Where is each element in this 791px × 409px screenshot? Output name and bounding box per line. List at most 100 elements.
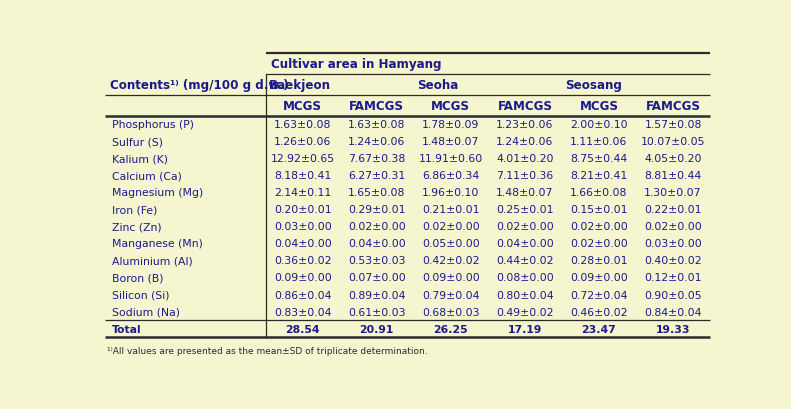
Text: Sodium (Na): Sodium (Na) [112,307,180,317]
Text: MCGS: MCGS [580,99,619,112]
Text: Manganese (Mn): Manganese (Mn) [112,239,203,249]
Text: 0.15±0.01: 0.15±0.01 [570,205,628,215]
Text: 0.22±0.01: 0.22±0.01 [645,205,702,215]
Text: 0.72±0.04: 0.72±0.04 [570,290,628,300]
Text: 0.02±0.00: 0.02±0.00 [570,239,628,249]
Text: Boron (B): Boron (B) [112,273,164,283]
Text: 0.02±0.00: 0.02±0.00 [348,222,406,232]
Text: 17.19: 17.19 [508,324,542,334]
Text: Phosphorus (P): Phosphorus (P) [112,120,195,130]
Text: FAMCGS: FAMCGS [498,99,552,112]
Text: 1.65±0.08: 1.65±0.08 [348,188,406,198]
Text: 0.12±0.01: 0.12±0.01 [645,273,702,283]
Text: 8.81±0.44: 8.81±0.44 [645,171,702,181]
Text: ¹⁾All values are presented as the mean±SD of triplicate determination.: ¹⁾All values are presented as the mean±S… [108,346,428,355]
Text: Kalium (K): Kalium (K) [112,154,168,164]
Text: 0.49±0.02: 0.49±0.02 [496,307,554,317]
Text: 1.96±0.10: 1.96±0.10 [422,188,479,198]
Text: 0.46±0.02: 0.46±0.02 [570,307,628,317]
Text: 0.02±0.00: 0.02±0.00 [422,222,479,232]
Text: 0.20±0.01: 0.20±0.01 [274,205,331,215]
Text: Seoha: Seoha [417,79,458,92]
Text: 7.67±0.38: 7.67±0.38 [348,154,405,164]
Text: 0.03±0.00: 0.03±0.00 [644,239,702,249]
Text: Seosang: Seosang [565,79,622,92]
Text: Cultivar area in Hamyang: Cultivar area in Hamyang [271,58,441,71]
Text: 1.63±0.08: 1.63±0.08 [274,120,331,130]
Text: 1.48±0.07: 1.48±0.07 [496,188,554,198]
Text: 0.29±0.01: 0.29±0.01 [348,205,406,215]
Text: 1.66±0.08: 1.66±0.08 [570,188,627,198]
Text: Sulfur (S): Sulfur (S) [112,137,164,147]
Text: 2.00±0.10: 2.00±0.10 [570,120,628,130]
Text: 4.01±0.20: 4.01±0.20 [496,154,554,164]
Text: 0.86±0.04: 0.86±0.04 [274,290,331,300]
Text: 0.89±0.04: 0.89±0.04 [348,290,406,300]
Text: 0.84±0.04: 0.84±0.04 [645,307,702,317]
Text: 6.27±0.31: 6.27±0.31 [348,171,405,181]
Text: 1.30±0.07: 1.30±0.07 [645,188,702,198]
Text: 0.02±0.00: 0.02±0.00 [570,222,628,232]
Text: 0.09±0.00: 0.09±0.00 [570,273,628,283]
Text: 8.18±0.41: 8.18±0.41 [274,171,331,181]
Text: 0.53±0.03: 0.53±0.03 [348,256,406,266]
Text: 0.44±0.02: 0.44±0.02 [496,256,554,266]
Text: 8.75±0.44: 8.75±0.44 [570,154,627,164]
Text: 0.83±0.04: 0.83±0.04 [274,307,331,317]
Text: 1.24±0.06: 1.24±0.06 [496,137,554,147]
Text: 1.23±0.06: 1.23±0.06 [496,120,554,130]
Text: 1.63±0.08: 1.63±0.08 [348,120,406,130]
Text: 11.91±0.60: 11.91±0.60 [418,154,483,164]
Text: 0.61±0.03: 0.61±0.03 [348,307,406,317]
Text: Contents¹⁾ (mg/100 g d.w.): Contents¹⁾ (mg/100 g d.w.) [110,79,289,92]
Text: 1.24±0.06: 1.24±0.06 [348,137,406,147]
Text: 0.21±0.01: 0.21±0.01 [422,205,479,215]
Text: 0.09±0.00: 0.09±0.00 [422,273,479,283]
Text: Silicon (Si): Silicon (Si) [112,290,170,300]
Text: 1.11±0.06: 1.11±0.06 [570,137,627,147]
Text: 8.21±0.41: 8.21±0.41 [570,171,627,181]
Text: Calcium (Ca): Calcium (Ca) [112,171,182,181]
Text: 10.07±0.05: 10.07±0.05 [641,137,706,147]
Text: 23.47: 23.47 [581,324,616,334]
Text: Aluminium (Al): Aluminium (Al) [112,256,193,266]
Text: Baekjeon: Baekjeon [269,79,331,92]
Text: 26.25: 26.25 [433,324,468,334]
Text: 28.54: 28.54 [286,324,320,334]
Text: MCGS: MCGS [431,99,471,112]
Text: 20.91: 20.91 [360,324,394,334]
Text: 0.04±0.00: 0.04±0.00 [496,239,554,249]
Text: 7.11±0.36: 7.11±0.36 [496,171,554,181]
Text: 0.40±0.02: 0.40±0.02 [644,256,702,266]
Text: 0.90±0.05: 0.90±0.05 [644,290,702,300]
Text: 1.26±0.06: 1.26±0.06 [274,137,331,147]
Text: Magnesium (Mg): Magnesium (Mg) [112,188,203,198]
Text: 1.57±0.08: 1.57±0.08 [645,120,702,130]
Text: 4.05±0.20: 4.05±0.20 [645,154,702,164]
Text: FAMCGS: FAMCGS [645,99,701,112]
Text: 0.02±0.00: 0.02±0.00 [496,222,554,232]
Text: 0.07±0.00: 0.07±0.00 [348,273,406,283]
Text: 0.08±0.00: 0.08±0.00 [496,273,554,283]
Text: 0.36±0.02: 0.36±0.02 [274,256,331,266]
Text: 0.09±0.00: 0.09±0.00 [274,273,331,283]
Text: 1.48±0.07: 1.48±0.07 [422,137,479,147]
Text: 6.86±0.34: 6.86±0.34 [422,171,479,181]
Text: 2.14±0.11: 2.14±0.11 [274,188,331,198]
Text: 0.80±0.04: 0.80±0.04 [496,290,554,300]
Text: 0.28±0.01: 0.28±0.01 [570,256,628,266]
Text: 0.05±0.00: 0.05±0.00 [422,239,479,249]
Text: 0.42±0.02: 0.42±0.02 [422,256,479,266]
Text: 0.79±0.04: 0.79±0.04 [422,290,479,300]
Text: 0.03±0.00: 0.03±0.00 [274,222,331,232]
Text: 12.92±0.65: 12.92±0.65 [271,154,335,164]
Text: Iron (Fe): Iron (Fe) [112,205,157,215]
Text: Zinc (Zn): Zinc (Zn) [112,222,162,232]
Text: 0.02±0.00: 0.02±0.00 [644,222,702,232]
Text: MCGS: MCGS [283,99,322,112]
Text: 0.04±0.00: 0.04±0.00 [274,239,331,249]
Text: 0.68±0.03: 0.68±0.03 [422,307,479,317]
Text: Total: Total [112,324,142,334]
Text: 19.33: 19.33 [656,324,691,334]
Text: 0.04±0.00: 0.04±0.00 [348,239,406,249]
